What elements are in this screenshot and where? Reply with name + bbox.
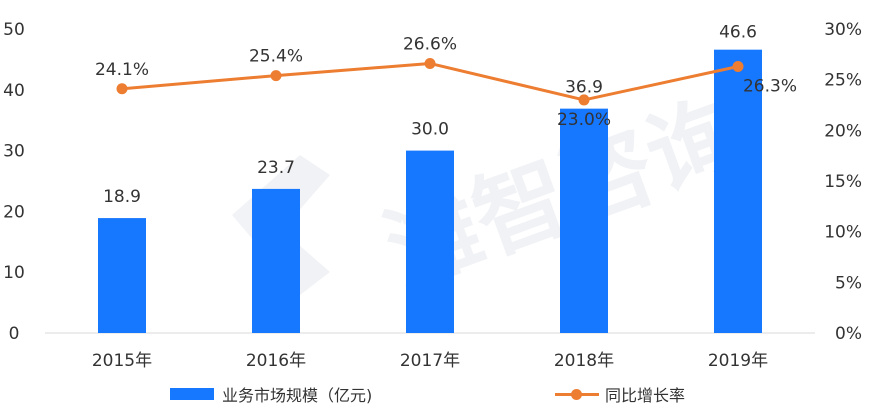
legend-bar-label: 业务市场规模（亿元) (222, 386, 373, 405)
growth-rate-marker (116, 83, 128, 95)
watermark: 滩智咨询 (232, 80, 755, 306)
legend-line-label: 同比增长率 (605, 386, 686, 405)
growth-rate-label: 23.0% (557, 110, 611, 130)
bar-2019年 (714, 49, 762, 334)
left-axis-tick: 0 (9, 324, 20, 344)
growth-rate-label: 26.6% (403, 34, 457, 54)
growth-rate-label: 24.1% (95, 60, 149, 80)
bar-value-label: 18.9 (103, 187, 141, 207)
growth-rate-marker (732, 60, 744, 72)
x-axis-tick: 2016年 (246, 351, 306, 371)
bar-2018年 (560, 108, 608, 333)
legend-line-swatch (555, 388, 599, 400)
bar-2017年 (406, 150, 454, 333)
x-axis-tick: 2018年 (554, 351, 614, 371)
growth-rate-label: 26.3% (743, 76, 797, 96)
legend-line: 同比增长率 (555, 382, 685, 406)
bar-2015年 (98, 218, 146, 333)
left-axis-tick: 10 (3, 263, 25, 283)
bar-value-label: 36.9 (565, 78, 603, 98)
growth-rate-marker (270, 70, 282, 82)
legend-bar: 业务市场规模（亿元) (170, 382, 372, 406)
bar-value-label: 46.6 (719, 23, 757, 43)
x-axis-tick: 2017年 (400, 351, 460, 371)
x-axis-tick: 2015年 (92, 351, 152, 371)
bar-value-label: 30.0 (411, 120, 449, 140)
right-axis-tick: 20% (824, 121, 862, 141)
left-axis-tick: 20 (3, 202, 25, 222)
bar-value-label: 23.7 (257, 158, 295, 178)
growth-rate-marker (578, 94, 590, 106)
left-axis-tick: 40 (3, 81, 25, 101)
right-axis-tick: 15% (824, 172, 862, 192)
right-axis-tick: 25% (824, 71, 862, 91)
left-axis-tick: 50 (3, 20, 25, 40)
left-axis-tick: 30 (3, 142, 25, 162)
right-axis-tick: 10% (824, 223, 862, 243)
right-axis-tick: 5% (835, 273, 862, 293)
bar-2016年 (252, 188, 300, 333)
right-axis-tick: 30% (824, 20, 862, 40)
growth-rate-label: 25.4% (249, 47, 303, 67)
legend-bar-swatch (170, 388, 214, 400)
x-axis-tick: 2019年 (708, 351, 768, 371)
growth-rate-marker (424, 57, 436, 69)
right-axis-tick: 0% (835, 324, 862, 344)
